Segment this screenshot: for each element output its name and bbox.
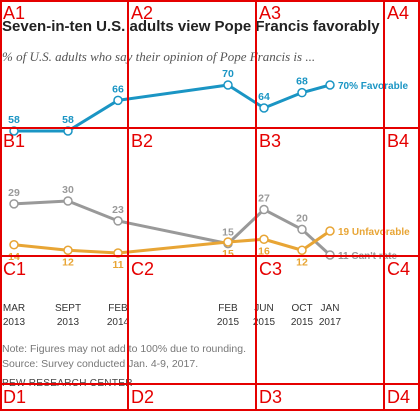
x-tick-label: OCT 2015 (291, 303, 314, 328)
data-label: 11 (112, 259, 123, 271)
series-unfavorable: 14121115161219 Unfavorable (8, 226, 410, 271)
data-point (325, 80, 335, 90)
data-point (297, 224, 307, 235)
data-label: 12 (296, 256, 308, 268)
data-label: 66 (112, 83, 124, 95)
grid-cell-label: B4 (387, 131, 409, 151)
x-tick-label: JUN 2015 (253, 303, 276, 328)
data-label: 15 (222, 248, 234, 260)
grid-cell-label: A2 (131, 3, 153, 23)
x-tick-label: JAN 2017 (319, 303, 342, 328)
grid-cell-label: C3 (259, 259, 282, 279)
data-point (259, 204, 269, 215)
data-point (9, 199, 19, 209)
data-label: 30 (62, 184, 74, 196)
grid-cell-label: C4 (387, 259, 410, 279)
series-line-unfavorable (12, 229, 332, 255)
grid-cell-label: D3 (259, 387, 282, 407)
grid-cell-label: A3 (259, 3, 281, 23)
x-tick-label: SEPT 2013 (55, 303, 81, 328)
data-label: 20 (296, 212, 308, 224)
chart-subtitle: % of U.S. adults who say their opinion o… (2, 49, 315, 64)
grid-cell-label: B3 (259, 131, 281, 151)
chart-title: Seven-in-ten U.S. adults view Pope Franc… (2, 18, 380, 35)
data-label: 58 (62, 114, 74, 126)
data-label: 29 (8, 187, 20, 199)
data-point (113, 216, 123, 226)
data-label: 15 (222, 227, 234, 239)
data-label: 23 (112, 204, 124, 216)
data-point (325, 226, 335, 236)
x-tick-label: MAR 2013 (3, 303, 26, 328)
data-point (259, 234, 269, 244)
data-point (9, 240, 19, 250)
grid-cell-label: C1 (3, 259, 26, 279)
data-label: 64 (258, 91, 270, 103)
x-tick-label: FEB 2014 (107, 303, 130, 328)
data-label: 16 (258, 245, 270, 257)
data-point (113, 95, 123, 106)
data-label: 58 (8, 114, 20, 126)
note: Note: Figures may not add to 100% due to… (2, 343, 246, 355)
data-point (63, 245, 73, 255)
grid-cell-label: D4 (387, 387, 410, 407)
grid-cell-label: A4 (387, 3, 409, 23)
grid-cell-label: C2 (131, 259, 154, 279)
series-favorable: 58 58 66 70 64 68 70% Favorable (8, 68, 408, 136)
series-end-label: 70% Favorable (338, 81, 408, 92)
data-point (297, 245, 307, 255)
data-label: 12 (62, 256, 74, 268)
grid-cell-label: A1 (3, 3, 25, 23)
data-point (223, 237, 233, 247)
data-label: 27 (258, 193, 270, 205)
x-axis: MAR 2013 SEPT 2013 FEB 2014 FEB 2015 JUN 2015 OCT 2… (3, 303, 342, 328)
data-point (63, 196, 73, 206)
grid-cell-label: D2 (131, 387, 154, 407)
data-label: 68 (296, 76, 308, 88)
grid-cell-label: D1 (3, 387, 26, 407)
data-point (297, 87, 307, 98)
series-end-label: 19 Unfavorable (338, 227, 410, 238)
data-label: 70 (222, 68, 234, 80)
source: Source: Survey conducted Jan. 4-9, 2017. (2, 358, 198, 370)
x-tick-label: FEB 2015 (217, 303, 240, 328)
grid-cell-label: B2 (131, 131, 153, 151)
data-point (259, 103, 269, 113)
data-point (223, 80, 233, 90)
grid-cell-label: B1 (3, 131, 25, 151)
